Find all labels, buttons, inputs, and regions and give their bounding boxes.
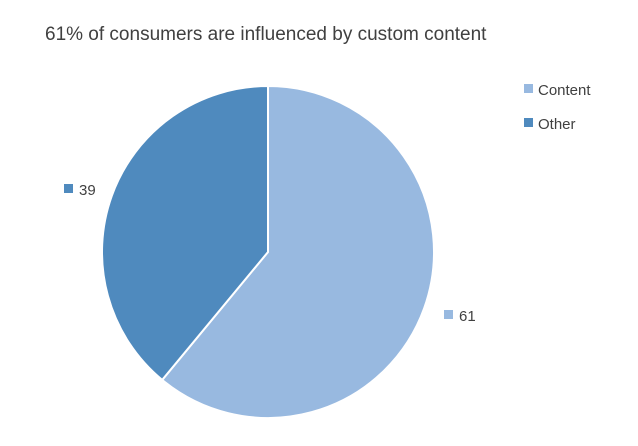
legend-item-content: Content <box>524 82 591 99</box>
legend-label-other: Other <box>538 116 576 133</box>
legend-label-content: Content <box>538 82 591 99</box>
legend-swatch-content <box>524 84 533 93</box>
pie-slice-other <box>101 84 269 382</box>
pie-slices <box>101 84 435 419</box>
chart-title: 61% of consumers are influenced by custo… <box>45 24 487 45</box>
data-label-other: 39 <box>79 182 96 199</box>
data-label-content: 61 <box>459 308 476 325</box>
legend-swatch-other <box>524 118 533 127</box>
data-label-swatch-content <box>444 310 453 319</box>
pie-slice-content <box>160 84 435 419</box>
legend-item-other: Other <box>524 116 576 133</box>
legend: Content Other <box>524 82 591 133</box>
data-label-swatch-other <box>64 184 73 193</box>
data-labels: 61 39 <box>64 182 476 325</box>
